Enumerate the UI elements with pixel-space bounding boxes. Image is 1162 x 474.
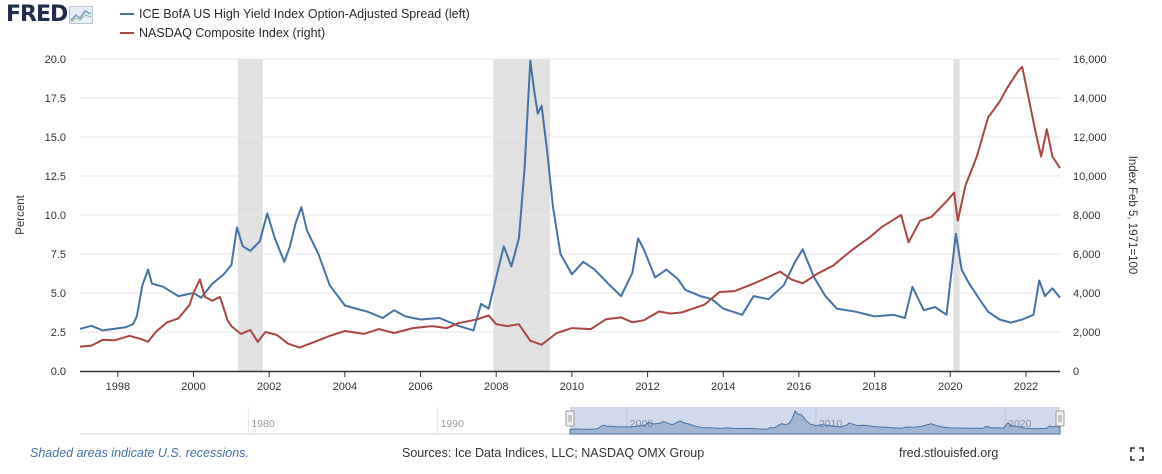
legend-swatch-spread [120,13,134,15]
legend-item-spread[interactable]: ICE BofA US High Yield Index Option-Adju… [120,7,470,21]
range-navigator[interactable]: 1980 1990 2000 2010 2020 [80,407,1065,435]
line-chart-icon [69,5,94,24]
series-line-spread [79,59,1061,332]
y-left-tick-label: 10.0 [45,210,66,222]
x-tick-label: 2018 [862,381,886,393]
navigator-tick-label: 1980 [251,418,275,430]
y-right-tick-label: 16,000 [1073,54,1107,66]
y-right-tick-label: 6,000 [1073,249,1101,261]
y-left-tick-label: 12.5 [45,171,66,183]
y-left-tick-label: 2.5 [51,327,66,339]
navigator-tick-label: 2010 [819,418,843,430]
series-lines [79,59,1061,349]
y-left-tick-label: 5.0 [51,288,66,300]
legend-item-nasdaq[interactable]: NASDAQ Composite Index (right) [120,26,325,40]
x-tick-label: 2016 [787,381,811,393]
x-tick-label: 2000 [181,381,205,393]
y-right-tick-label: 2,000 [1073,327,1101,339]
handle-body[interactable] [1055,410,1065,427]
fullscreen-icon[interactable] [1130,447,1144,461]
x-tick-label: 2020 [938,381,962,393]
y-left-tick-label: 20.0 [45,54,66,66]
recession-note: Shaded areas indicate U.S. recessions. [30,446,249,460]
navigator-selection[interactable] [570,407,1060,434]
chart-canvas[interactable]: 0.0 2.5 5.0 7.5 10.0 12.5 15.0 17.5 20.0 0 2,000 4,… [0,0,1162,446]
y-left-tick-label: 0.0 [51,366,66,378]
y-right-axis-title: Index Feb 5, 1971=100 [1126,156,1138,275]
site-link[interactable]: fred.stlouisfed.org [899,446,999,460]
chart-header: FRED ICE BofA US High Yield Index Option… [0,0,1162,50]
legend-label-nasdaq: NASDAQ Composite Index (right) [139,26,326,40]
legend-swatch-nasdaq [120,32,134,34]
y-right-tick-label: 12,000 [1073,132,1107,144]
x-tick-label: 2022 [1014,381,1038,393]
x-tick-label: 2008 [484,381,508,393]
x-tick-label: 2002 [257,381,281,393]
x-tick-label: 2004 [333,381,357,393]
navigator-handle-left[interactable] [565,410,575,427]
navigator-tick-label: 2000 [630,418,654,430]
navigator-series-area [569,410,1061,435]
y-right-tick-label: 14,000 [1073,93,1107,105]
y-right-tick-label: 0 [1073,366,1079,378]
y-right-tick-label: 4,000 [1073,288,1101,300]
fred-logo-text: FRED [6,2,68,27]
y-right-tick-label: 10,000 [1073,171,1107,183]
chart-footer: Shaded areas indicate U.S. recessions. S… [0,446,1162,466]
gridlines [80,58,1060,333]
y-left-tick-label: 17.5 [45,93,66,105]
y-left-axis-title: Percent [15,194,27,234]
x-tick-label: 2010 [560,381,584,393]
series-line-nasdaq [79,65,1061,349]
navigator-tick-label: 1990 [441,418,465,430]
y-right-tick-label: 8,000 [1073,210,1101,222]
y-left-tick-label: 7.5 [51,249,66,261]
x-tick-label: 2006 [408,381,432,393]
y-left-tick-label: 15.0 [45,132,66,144]
axes: 0.0 2.5 5.0 7.5 10.0 12.5 15.0 17.5 20.0 0 2,000 4,… [15,54,1138,393]
x-tick-label: 1998 [106,381,130,393]
x-tick-label: 2014 [711,381,735,393]
sources-text: Sources: Ice Data Indices, LLC; NASDAQ O… [402,446,705,460]
navigator-tick-label: 2020 [1008,418,1032,430]
x-tick-label: 2012 [635,381,659,393]
navigator-handle-right[interactable] [1055,410,1065,427]
legend-label-spread: ICE BofA US High Yield Index Option-Adju… [139,7,470,21]
fred-logo[interactable]: FRED [6,2,94,27]
handle-body[interactable] [565,410,575,427]
